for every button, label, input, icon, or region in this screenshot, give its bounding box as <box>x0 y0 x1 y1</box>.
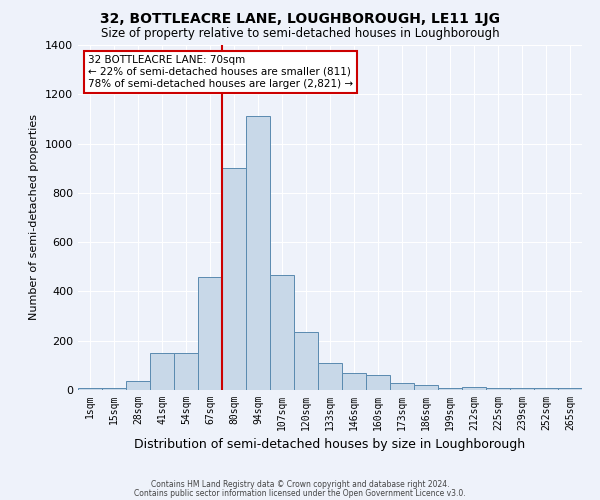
X-axis label: Distribution of semi-detached houses by size in Loughborough: Distribution of semi-detached houses by … <box>134 438 526 452</box>
Bar <box>414 384 438 390</box>
Bar <box>222 168 246 390</box>
Bar <box>78 388 102 390</box>
Bar <box>486 388 510 390</box>
Text: Contains HM Land Registry data © Crown copyright and database right 2024.: Contains HM Land Registry data © Crown c… <box>151 480 449 489</box>
Bar <box>510 388 534 390</box>
Bar <box>246 116 270 390</box>
Bar <box>390 382 414 390</box>
Bar <box>318 363 342 390</box>
Bar <box>462 387 486 390</box>
Bar <box>342 373 366 390</box>
Bar <box>270 276 294 390</box>
Text: 32, BOTTLEACRE LANE, LOUGHBOROUGH, LE11 1JG: 32, BOTTLEACRE LANE, LOUGHBOROUGH, LE11 … <box>100 12 500 26</box>
Bar <box>150 353 174 390</box>
Bar <box>438 388 462 390</box>
Bar <box>198 276 222 390</box>
Bar <box>174 353 198 390</box>
Y-axis label: Number of semi-detached properties: Number of semi-detached properties <box>29 114 40 320</box>
Bar <box>294 332 318 390</box>
Bar <box>534 388 558 390</box>
Text: 32 BOTTLEACRE LANE: 70sqm
← 22% of semi-detached houses are smaller (811)
78% of: 32 BOTTLEACRE LANE: 70sqm ← 22% of semi-… <box>88 56 353 88</box>
Bar <box>558 388 582 390</box>
Bar <box>126 382 150 390</box>
Text: Contains public sector information licensed under the Open Government Licence v3: Contains public sector information licen… <box>134 488 466 498</box>
Text: Size of property relative to semi-detached houses in Loughborough: Size of property relative to semi-detach… <box>101 28 499 40</box>
Bar <box>366 375 390 390</box>
Bar <box>102 388 126 390</box>
